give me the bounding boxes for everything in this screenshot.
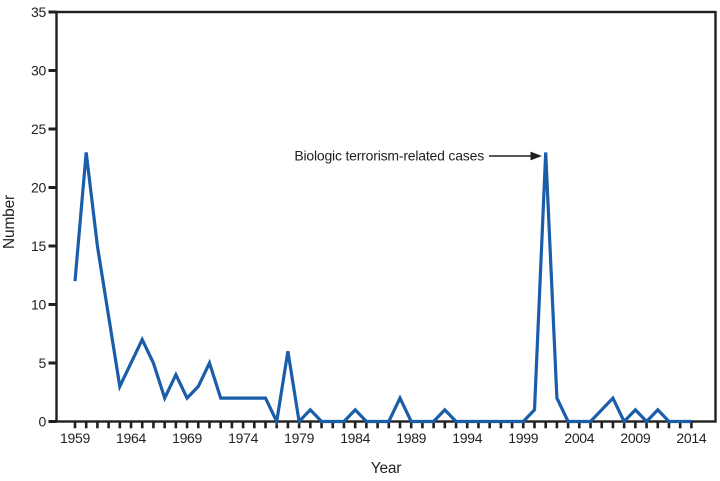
y-tick-label: 30 — [31, 63, 46, 79]
x-tick-label: 1999 — [508, 430, 538, 446]
annotation: Biologic terrorism-related cases — [294, 148, 542, 164]
y-tick-label: 20 — [31, 180, 46, 196]
y-tick-label: 15 — [31, 238, 46, 254]
x-tick-label: 1974 — [228, 430, 258, 446]
x-axis-title: Year — [371, 460, 402, 477]
data-line — [73, 152, 692, 427]
x-tick-label: 1959 — [60, 430, 90, 446]
annotation-label: Biologic terrorism-related cases — [294, 148, 484, 164]
y-axis-title: Number — [1, 195, 18, 249]
x-tick-label: 2004 — [564, 430, 594, 446]
x-tick-label: 1984 — [340, 430, 370, 446]
y-tick-label: 35 — [31, 4, 46, 20]
y-axis: 0 5 10 15 20 25 30 35 — [31, 4, 57, 430]
x-tick-label: 2009 — [620, 430, 650, 446]
y-tick-label: 10 — [31, 297, 46, 313]
y-axis-ticks — [48, 10, 57, 423]
annotation-arrowhead-icon — [530, 151, 542, 161]
x-axis-ticks — [73, 421, 693, 429]
x-tick-label: 1969 — [172, 430, 202, 446]
x-tick-label: 1979 — [284, 430, 314, 446]
x-axis-tick-labels: 1959 1964 1969 1974 1979 1984 1989 1994 1999 2004… — [60, 430, 707, 446]
y-tick-label: 0 — [39, 414, 47, 430]
plot-frame — [55, 10, 717, 423]
y-tick-label: 5 — [39, 355, 47, 371]
y-axis-tick-labels: 0 5 10 15 20 25 30 35 — [31, 4, 47, 430]
y-tick-label: 25 — [31, 121, 46, 137]
x-tick-label: 1994 — [452, 430, 482, 446]
x-axis: 1959 1964 1969 1974 1979 1984 1989 1994 1999 2004… — [60, 421, 707, 446]
x-tick-label: 1989 — [396, 430, 426, 446]
x-tick-label: 1964 — [116, 430, 146, 446]
x-tick-label: 2014 — [676, 430, 706, 446]
